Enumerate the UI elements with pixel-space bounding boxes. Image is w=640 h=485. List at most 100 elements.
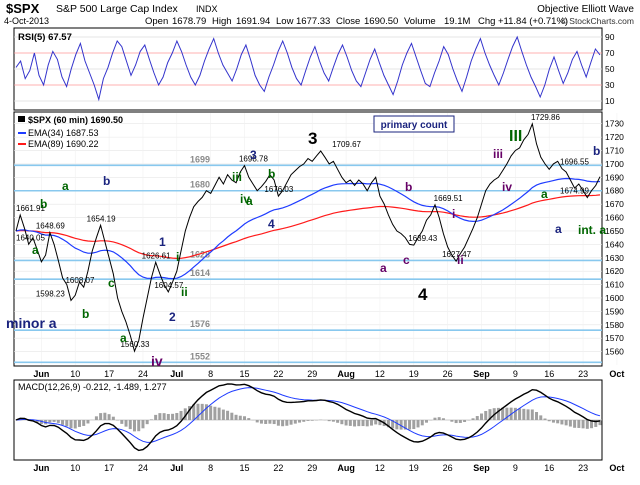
macd-histogram-bar xyxy=(234,414,238,420)
price-tick-label: 1580 xyxy=(605,320,624,330)
macd-histogram-bar xyxy=(560,420,564,425)
index-name: S&P 500 Large Cap Index xyxy=(56,3,179,15)
macd-histogram-bar xyxy=(471,418,475,420)
chg-value: +11.84 (+0.71%) xyxy=(498,16,568,27)
wave-label: a xyxy=(380,261,387,275)
date-tick-label: Jul xyxy=(170,369,183,379)
macd-histogram-bar xyxy=(353,420,357,427)
date-tick-label: 22 xyxy=(273,369,283,379)
wave-label: III xyxy=(509,128,522,145)
macd-histogram-bar xyxy=(450,420,454,422)
macd-histogram-bar xyxy=(171,413,175,420)
macd-histogram-bar xyxy=(369,420,373,426)
legend-price: $SPX (60 min) 1690.50 xyxy=(28,115,123,125)
wave-label: 3 xyxy=(250,148,257,162)
macd-histogram-bar xyxy=(433,417,437,420)
macd-histogram-bar xyxy=(551,420,555,423)
date-tick-label: 23 xyxy=(578,369,588,379)
macd-histogram-bar xyxy=(268,420,272,424)
price-tick-label: 1690 xyxy=(605,172,624,182)
macd-label: MACD(12,26,9) -0.212, -1.489, 1.277 xyxy=(18,382,167,392)
chg-label: Chg xyxy=(478,16,495,27)
date-tick-label: 17 xyxy=(104,369,114,379)
macd-histogram-bar xyxy=(505,407,509,420)
rsi-tick-label: 10 xyxy=(605,96,615,106)
macd-histogram-bar xyxy=(107,414,111,420)
macd-histogram-bar xyxy=(399,420,403,430)
wave-label: a xyxy=(246,194,253,208)
macd-histogram-bar xyxy=(518,408,522,420)
level-label: 1614 xyxy=(190,268,210,278)
macd-histogram-bar xyxy=(204,404,208,420)
macd-histogram-bar xyxy=(488,409,492,420)
macd-histogram-bar xyxy=(336,420,340,423)
macd-histogram-bar xyxy=(56,420,60,423)
price-tick-label: 1670 xyxy=(605,199,624,209)
macd-histogram-bar xyxy=(99,413,103,420)
rsi-line xyxy=(15,35,601,102)
macd-histogram-bar xyxy=(145,420,149,425)
date-tick-label: 17 xyxy=(104,463,114,473)
macd-histogram-bar xyxy=(196,403,200,420)
wave-label: minor a xyxy=(6,315,57,331)
price-tick-label: 1680 xyxy=(605,186,624,196)
wave-label: a xyxy=(62,179,69,193)
ohlc-readout: Open 1678.79 High 1691.94 Low 1677.33 Cl… xyxy=(145,16,568,27)
chart-header: $SPX S&P 500 Large Cap Index INDX Object… xyxy=(4,1,634,27)
wave-label: b xyxy=(40,197,47,211)
macd-histogram-bar xyxy=(513,407,517,420)
rsi-tick-label: 90 xyxy=(605,32,615,42)
macd-histogram-bar xyxy=(243,416,247,420)
macd-histogram-bar xyxy=(35,420,39,423)
macd-histogram-bar xyxy=(598,420,602,426)
close-value: 1690.50 xyxy=(364,16,398,27)
macd-histogram-bar xyxy=(522,408,526,420)
macd-histogram-bar xyxy=(188,406,192,420)
date-tick-label: Aug xyxy=(337,369,355,379)
macd-histogram-bar xyxy=(65,420,69,427)
price-tick-label: 1570 xyxy=(605,333,624,343)
copyright-label: © StockCharts.com xyxy=(561,16,634,26)
rsi-tick-label: 50 xyxy=(605,64,615,74)
price-annotation: 1729.86 xyxy=(531,113,560,122)
wave-label: b xyxy=(593,144,600,158)
macd-histogram-bar xyxy=(94,416,98,420)
date-tick-label: 24 xyxy=(138,369,148,379)
wave-label: iii xyxy=(232,170,242,184)
macd-histogram-bar xyxy=(408,420,412,430)
price-annotation: 1598.23 xyxy=(36,289,65,298)
price-tick-labels: 1560 1570 1580 1590 1600 1610 1620 1630 1640 1650… xyxy=(605,119,624,357)
macd-histogram-bar xyxy=(463,420,467,423)
price-annotation: 1608.07 xyxy=(65,276,94,285)
wave-label: 3 xyxy=(308,129,317,148)
price-tick-label: 1560 xyxy=(605,347,624,357)
date-tick-label: Jun xyxy=(33,463,49,473)
macd-histogram-bar xyxy=(226,410,230,420)
price-annotation: 1661.91 xyxy=(16,204,45,213)
macd-panel: MACD(12,26,9) -0.212, -1.489, 1.277 xyxy=(13,379,603,461)
date-tick-label: 29 xyxy=(307,369,317,379)
price-annotation: 1696.55 xyxy=(560,158,589,167)
price-annotation: 1626.61 xyxy=(142,251,171,260)
macd-histogram-bar xyxy=(259,420,263,424)
macd-histogram-bar xyxy=(340,420,344,425)
macd-histogram-bar xyxy=(132,420,136,432)
wave-label: 1 xyxy=(159,235,166,249)
macd-histogram-bar xyxy=(221,409,225,420)
macd-histogram-bar xyxy=(103,412,107,420)
macd-histogram-bar xyxy=(539,415,543,420)
date-axis-bottom: Jun 10 17 24 Jul 8 15 22 29 Aug 12 19 26 Sep 9 16 23 Oct xyxy=(33,463,624,473)
wave-label: a xyxy=(120,331,127,345)
macd-line xyxy=(15,383,601,452)
date-tick-label: Jun xyxy=(33,369,49,379)
macd-histogram-bar xyxy=(48,420,52,423)
macd-histogram-bar xyxy=(69,420,73,429)
macd-histogram-bar xyxy=(149,419,153,420)
legend-ema34: EMA(34) 1687.53 xyxy=(28,128,99,138)
rsi-panel: RSI(5) 67.57 90 70 50 30 10 xyxy=(13,27,615,111)
price-annotation: 1604.57 xyxy=(154,281,183,290)
wave-label: i xyxy=(452,207,455,221)
price-tick-label: 1640 xyxy=(605,239,624,249)
